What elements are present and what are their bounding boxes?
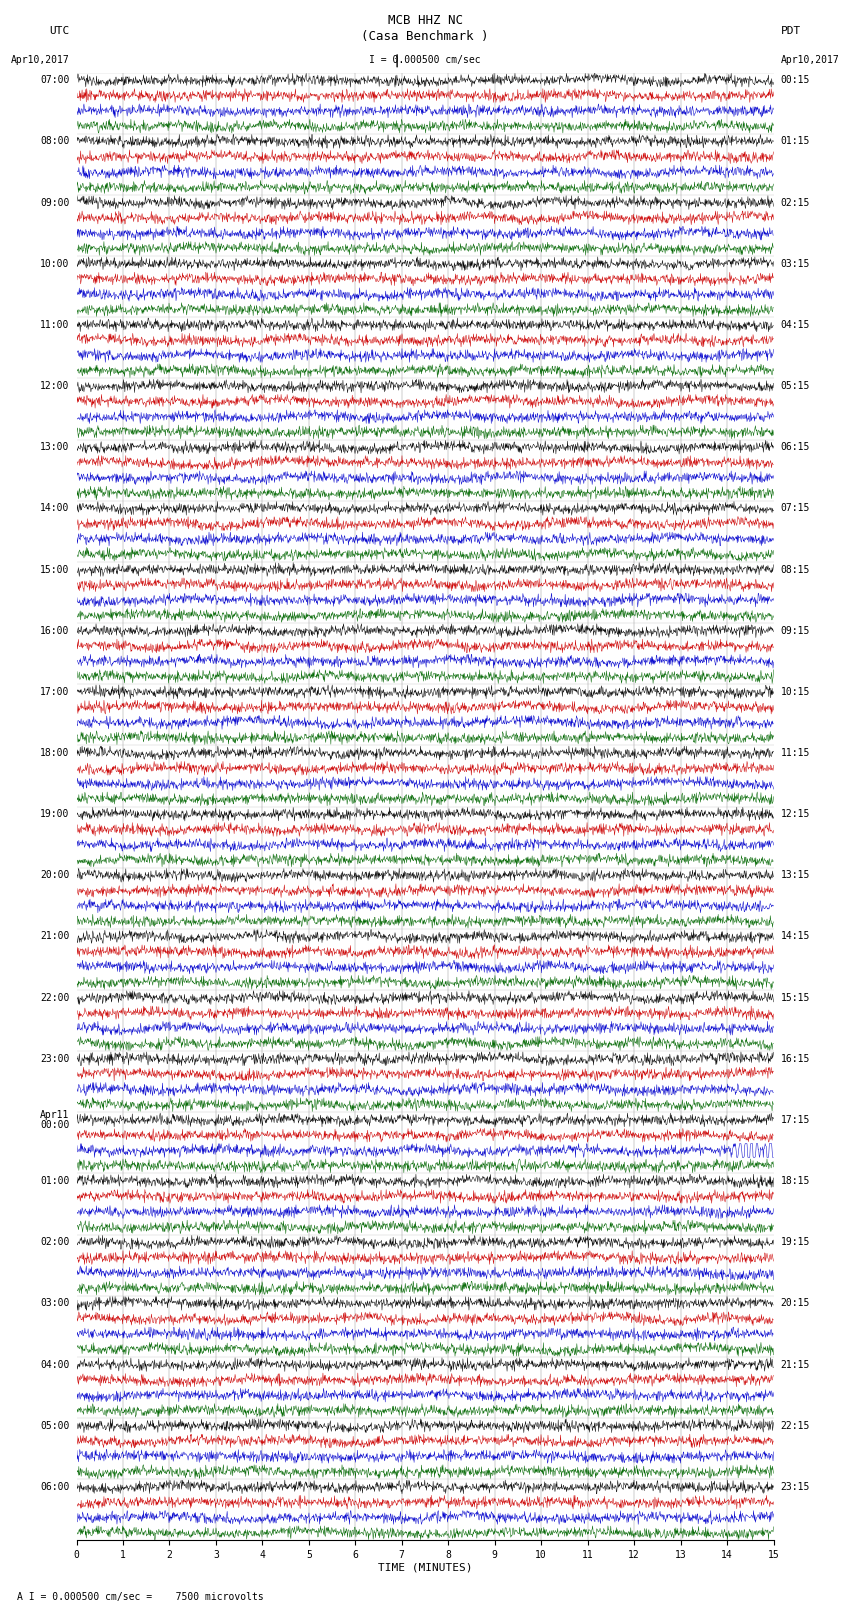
Text: 20:00: 20:00 <box>40 871 70 881</box>
Text: 09:15: 09:15 <box>780 626 810 636</box>
Text: A I = 0.000500 cm/sec =    7500 microvolts: A I = 0.000500 cm/sec = 7500 microvolts <box>17 1592 264 1602</box>
Text: 19:00: 19:00 <box>40 810 70 819</box>
Text: 03:00: 03:00 <box>40 1298 70 1308</box>
Text: 13:00: 13:00 <box>40 442 70 452</box>
Text: 22:00: 22:00 <box>40 992 70 1003</box>
Text: 02:15: 02:15 <box>780 197 810 208</box>
Text: 08:00: 08:00 <box>40 137 70 147</box>
Text: UTC: UTC <box>49 26 70 35</box>
Text: Apr10,2017: Apr10,2017 <box>780 55 839 65</box>
Text: 07:15: 07:15 <box>780 503 810 513</box>
Text: 01:15: 01:15 <box>780 137 810 147</box>
Text: 15:15: 15:15 <box>780 992 810 1003</box>
Text: 14:15: 14:15 <box>780 931 810 942</box>
Text: 23:00: 23:00 <box>40 1053 70 1065</box>
Text: 03:15: 03:15 <box>780 258 810 269</box>
Text: Apr10,2017: Apr10,2017 <box>11 55 70 65</box>
Text: 10:00: 10:00 <box>40 258 70 269</box>
Text: I = 0.000500 cm/sec: I = 0.000500 cm/sec <box>369 55 481 65</box>
Text: 16:15: 16:15 <box>780 1053 810 1065</box>
Text: 21:00: 21:00 <box>40 931 70 942</box>
X-axis label: TIME (MINUTES): TIME (MINUTES) <box>377 1563 473 1573</box>
Text: 09:00: 09:00 <box>40 197 70 208</box>
Text: 01:00: 01:00 <box>40 1176 70 1186</box>
Text: 15:00: 15:00 <box>40 565 70 574</box>
Text: 18:15: 18:15 <box>780 1176 810 1186</box>
Text: 11:15: 11:15 <box>780 748 810 758</box>
Text: 10:15: 10:15 <box>780 687 810 697</box>
Text: 17:15: 17:15 <box>780 1115 810 1124</box>
Text: 08:15: 08:15 <box>780 565 810 574</box>
Text: Apr11
00:00: Apr11 00:00 <box>40 1110 70 1131</box>
Text: PDT: PDT <box>780 26 801 35</box>
Text: 16:00: 16:00 <box>40 626 70 636</box>
Text: 05:15: 05:15 <box>780 381 810 390</box>
Text: MCB HHZ NC
(Casa Benchmark ): MCB HHZ NC (Casa Benchmark ) <box>361 15 489 44</box>
Text: 02:00: 02:00 <box>40 1237 70 1247</box>
Text: 05:00: 05:00 <box>40 1421 70 1431</box>
Text: 06:00: 06:00 <box>40 1482 70 1492</box>
Text: 12:00: 12:00 <box>40 381 70 390</box>
Text: 06:15: 06:15 <box>780 442 810 452</box>
Text: 07:00: 07:00 <box>40 76 70 85</box>
Text: 00:15: 00:15 <box>780 76 810 85</box>
Text: 11:00: 11:00 <box>40 319 70 331</box>
Text: 17:00: 17:00 <box>40 687 70 697</box>
Text: 04:00: 04:00 <box>40 1360 70 1369</box>
Text: 13:15: 13:15 <box>780 871 810 881</box>
Text: 20:15: 20:15 <box>780 1298 810 1308</box>
Text: 23:15: 23:15 <box>780 1482 810 1492</box>
Text: 22:15: 22:15 <box>780 1421 810 1431</box>
Text: 19:15: 19:15 <box>780 1237 810 1247</box>
Text: 14:00: 14:00 <box>40 503 70 513</box>
Text: 21:15: 21:15 <box>780 1360 810 1369</box>
Text: 04:15: 04:15 <box>780 319 810 331</box>
Text: 12:15: 12:15 <box>780 810 810 819</box>
Text: 18:00: 18:00 <box>40 748 70 758</box>
